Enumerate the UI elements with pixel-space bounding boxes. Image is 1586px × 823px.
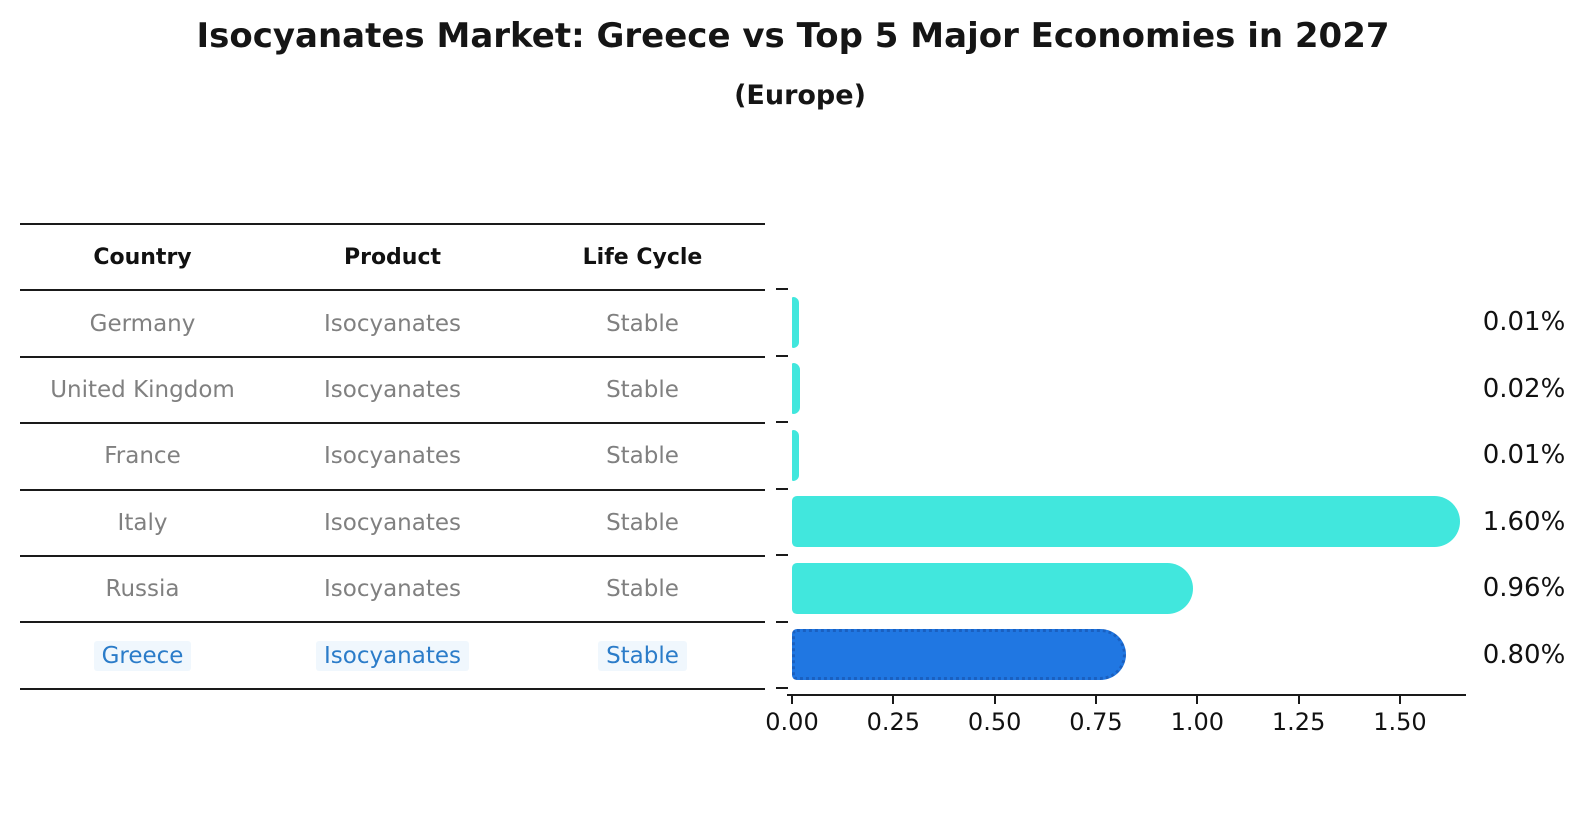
table-cell-product: Isocyanates — [265, 640, 520, 671]
bar-row — [792, 622, 1468, 689]
table-cell-lifecycle: Stable — [520, 443, 765, 469]
column-header-product: Product — [343, 244, 442, 270]
table-cell-lifecycle: Stable — [520, 510, 765, 536]
x-axis-line — [787, 694, 1466, 696]
table-cell-text: Isocyanates — [323, 310, 461, 337]
column-header-lifecycle: Life Cycle — [582, 244, 703, 270]
table-cell-text: Germany — [89, 310, 196, 337]
table-cell-text: Stable — [606, 376, 679, 403]
bar-united-kingdom — [792, 363, 801, 415]
table-header-row: Country Product Life Cycle — [20, 225, 765, 292]
table-cell-product: Isocyanates — [265, 443, 520, 469]
table-cell-text: Isocyanates — [315, 640, 469, 671]
chart-subtitle: (Europe) — [734, 80, 866, 111]
bar-value-label: 0.01% — [1482, 440, 1566, 471]
y-tick-mark — [776, 354, 788, 357]
y-tick-mark — [776, 487, 788, 490]
bar-highlight-greece — [792, 629, 1126, 681]
y-axis-ticks — [776, 288, 788, 690]
x-tick-mark — [1297, 696, 1300, 704]
table-cell-text: Isocyanates — [323, 576, 461, 603]
bar-row — [792, 289, 1468, 356]
table-cell-text: Isocyanates — [323, 376, 461, 403]
table-cell-product: Isocyanates — [265, 510, 520, 536]
bar-value-label: 1.60% — [1482, 506, 1566, 537]
y-tick-mark — [776, 687, 788, 689]
x-tick-label: 1.00 — [1170, 708, 1225, 736]
bar-value-label: 0.96% — [1482, 573, 1566, 604]
column-header-country: Country — [93, 244, 192, 270]
y-tick-mark — [776, 421, 788, 423]
x-tick-mark — [892, 696, 895, 704]
table-cell-lifecycle: Stable — [520, 640, 765, 671]
table-cell-lifecycle: Stable — [520, 377, 765, 403]
x-tick-label: 1.50 — [1373, 708, 1427, 736]
x-tick-mark — [1398, 696, 1401, 704]
table-cell-country: Italy — [20, 510, 265, 536]
table-cell-text: Stable — [606, 576, 679, 603]
table-cell-text: Stable — [598, 640, 687, 671]
x-tick-mark — [1094, 696, 1097, 704]
chart-title: Isocyanates Market: Greece vs Top 5 Majo… — [196, 16, 1390, 56]
y-tick-mark — [776, 288, 788, 290]
x-tick-label: 0.50 — [967, 708, 1022, 736]
x-tick-mark — [1196, 696, 1199, 704]
table-cell-country: France — [20, 443, 265, 469]
table-cell-text: Russia — [105, 576, 180, 603]
bar-plot — [792, 289, 1468, 688]
table-cell-text: France — [104, 443, 181, 470]
table-cell-lifecycle: Stable — [520, 576, 765, 602]
table-cell-text: Italy — [117, 509, 168, 536]
table-cell-product: Isocyanates — [265, 576, 520, 602]
x-tick-label: 0.25 — [866, 708, 921, 736]
bar-italy — [792, 496, 1460, 548]
table-cell-lifecycle: Stable — [520, 311, 765, 337]
table-cell-text: Stable — [606, 310, 679, 337]
table-cell-country: Greece — [20, 640, 265, 671]
table-cell-country: Russia — [20, 576, 265, 602]
table-body: Germany Isocyanates Stable United Kingdo… — [20, 291, 765, 690]
table-row: Greece Isocyanates Stable — [20, 623, 765, 690]
x-tick-mark — [993, 696, 996, 704]
table-cell-text: Stable — [606, 509, 679, 536]
bar-russia — [792, 562, 1193, 614]
table-cell-product: Isocyanates — [265, 311, 520, 337]
bar-value-label: 0.02% — [1482, 373, 1566, 404]
comparison-table: Country Product Life Cycle Germany Isocy… — [20, 223, 765, 690]
x-tick-label: 0.00 — [765, 708, 819, 736]
x-tick-mark — [791, 696, 793, 704]
bar-value-label: 0.01% — [1482, 307, 1566, 338]
bar-row — [792, 489, 1468, 556]
bar-row — [792, 356, 1468, 423]
table-row: Russia Isocyanates Stable — [20, 557, 765, 624]
table-cell-country: United Kingdom — [20, 377, 265, 403]
table-cell-text: Isocyanates — [323, 443, 461, 470]
x-axis-ticks: 0.00 0.25 0.50 0.75 1.00 1.25 1.50 — [765, 696, 1468, 736]
table-cell-text: Greece — [93, 640, 192, 671]
y-tick-mark — [776, 554, 788, 556]
table-row: United Kingdom Isocyanates Stable — [20, 358, 765, 425]
table-cell-product: Isocyanates — [265, 377, 520, 403]
table-row: Italy Isocyanates Stable — [20, 491, 765, 557]
table-row: France Isocyanates Stable — [20, 424, 765, 491]
table-cell-text: Stable — [606, 443, 679, 470]
bar-row — [792, 422, 1468, 489]
table-row: Germany Isocyanates Stable — [20, 291, 765, 358]
table-cell-country: Germany — [20, 311, 265, 337]
bar-germany — [792, 296, 799, 348]
table-cell-text: United Kingdom — [50, 376, 235, 403]
x-tick-label: 0.75 — [1069, 708, 1123, 736]
bar-row — [792, 555, 1468, 622]
bar-value-labels: 0.01% 0.02% 0.01% 1.60% 0.96% 0.80% — [1468, 289, 1580, 688]
x-tick-label: 1.25 — [1271, 708, 1326, 736]
y-tick-mark — [776, 620, 788, 623]
bar-france — [792, 429, 799, 481]
bar-value-label: 0.80% — [1482, 639, 1566, 670]
table-cell-text: Isocyanates — [323, 509, 461, 536]
